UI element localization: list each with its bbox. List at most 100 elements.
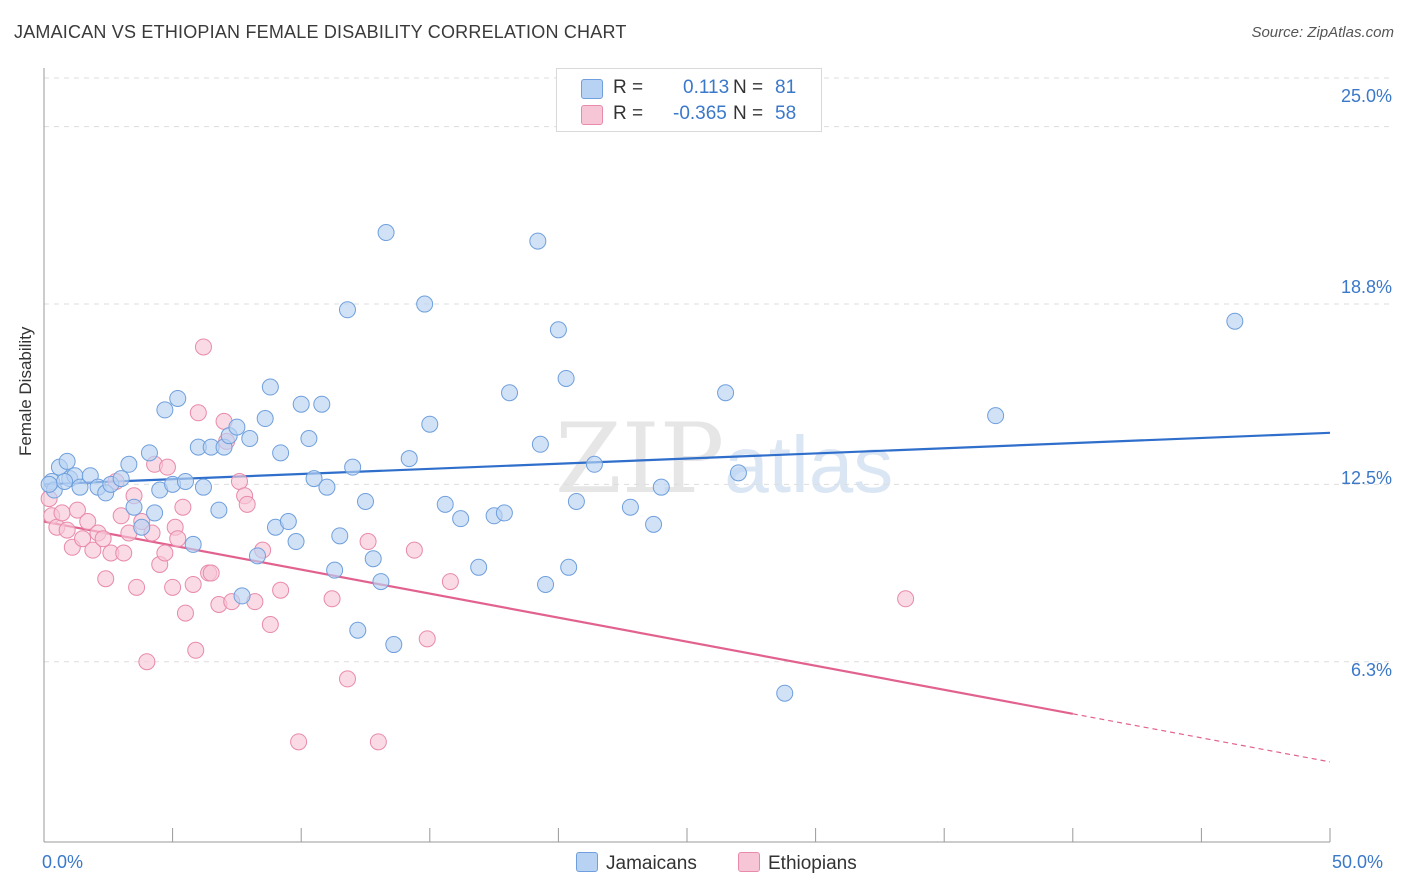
jamaican-point <box>318 478 336 496</box>
legend-n-label: N = <box>733 103 764 124</box>
ethiopian-point <box>138 653 156 671</box>
ethiopian-point <box>158 458 176 476</box>
jamaican-point <box>56 472 74 490</box>
ethiopian-point <box>338 670 356 688</box>
jamaican-point <box>400 450 418 468</box>
jamaican-point <box>156 401 174 419</box>
chart-title: JAMAICAN VS ETHIOPIAN FEMALE DISABILITY … <box>14 22 627 42</box>
jamaican-point <box>338 301 356 319</box>
jamaican-point <box>377 224 395 242</box>
ethiopian-point <box>58 521 76 539</box>
legend-r-value: 0.113 <box>683 77 730 98</box>
y-tick-label: 25.0% <box>1340 86 1392 106</box>
legend: R = 0.113 N = 81 R = -0.365 N = 58 <box>556 68 822 132</box>
ethiopian-point <box>97 570 115 588</box>
jamaican-point <box>272 444 290 462</box>
jamaican-point <box>436 495 454 513</box>
trend-line-extension <box>1072 713 1331 763</box>
jamaican-point <box>495 504 513 522</box>
ethiopian-point <box>369 733 387 751</box>
trend-line <box>43 520 1074 715</box>
jamaican-point <box>292 395 310 413</box>
ethiopian-point <box>74 530 92 548</box>
jamaican-point <box>58 452 76 470</box>
jamaican-point <box>372 573 390 591</box>
ethiopian-point <box>156 544 174 562</box>
jamaican-point <box>776 684 794 702</box>
legend-r-label: R = <box>613 103 644 124</box>
trend-line <box>43 431 1331 486</box>
jamaican-point <box>133 518 151 536</box>
jamaican-point <box>287 533 305 551</box>
ethiopian-point <box>405 541 423 559</box>
bottom-legend-jamaicans: Jamaicans <box>576 852 697 875</box>
ethiopian-point <box>230 472 248 490</box>
jamaican-point <box>567 492 585 510</box>
ethiopian-point <box>290 733 308 751</box>
jamaican-point <box>305 470 323 488</box>
ethiopian-point <box>84 541 102 559</box>
legend-swatch-jamaicans <box>581 79 603 99</box>
legend-swatch-ethiopians <box>581 105 603 125</box>
ethiopian-point <box>53 504 71 522</box>
jamaican-point <box>169 389 187 407</box>
ethiopian-point <box>261 616 279 634</box>
jamaican-point <box>146 504 164 522</box>
jamaican-point <box>364 550 382 568</box>
jamaican-point <box>120 455 138 473</box>
jamaican-point <box>531 435 549 453</box>
legend-r-label: R = <box>613 77 644 98</box>
jamaican-point <box>210 501 228 519</box>
ethiopian-point <box>897 590 915 608</box>
ethiopian-point <box>238 495 256 513</box>
jamaican-point <box>241 430 259 448</box>
ethiopian-point <box>115 544 133 562</box>
legend-label-ethiopians: Ethiopians <box>768 853 857 874</box>
y-tick-label: 6.3% <box>1350 660 1392 680</box>
jamaican-point <box>557 369 575 387</box>
data-points <box>40 224 1244 751</box>
jamaican-point <box>40 475 58 493</box>
jamaican-point <box>549 321 567 339</box>
ethiopian-point <box>169 530 187 548</box>
jamaican-point <box>256 410 274 428</box>
jamaican-point <box>416 295 434 313</box>
jamaican-point <box>585 455 603 473</box>
ethiopian-point <box>187 641 205 659</box>
ethiopian-point <box>164 578 182 596</box>
ethiopian-point <box>176 604 194 622</box>
ethiopian-point <box>441 573 459 591</box>
jamaican-point <box>248 547 266 565</box>
x-tick-label-max: 50.0% <box>1332 852 1384 872</box>
jamaican-point <box>228 418 246 436</box>
jamaican-point <box>1226 312 1244 330</box>
ethiopian-point <box>112 507 130 525</box>
jamaican-point <box>279 513 297 531</box>
axes <box>43 68 1331 843</box>
jamaican-point <box>233 587 251 605</box>
ethiopian-point <box>79 513 97 531</box>
jamaican-point <box>184 535 202 553</box>
ethiopian-point <box>323 590 341 608</box>
legend-n-value: 81 <box>775 77 797 98</box>
trend-lines <box>43 431 1331 763</box>
ethiopian-point <box>184 575 202 593</box>
ethiopian-point <box>194 338 212 356</box>
ethiopian-point <box>128 578 146 596</box>
ethiopian-point <box>272 581 290 599</box>
legend-swatch-ethiopians <box>738 852 760 872</box>
watermark: ZIPatlas <box>555 403 893 515</box>
ethiopian-point <box>359 533 377 551</box>
jamaican-point <box>987 407 1005 425</box>
jamaican-point <box>125 498 143 516</box>
jamaican-point <box>537 575 555 593</box>
jamaican-point <box>261 378 279 396</box>
ethiopian-point <box>202 564 220 582</box>
jamaican-point <box>344 458 362 476</box>
legend-n-value: 58 <box>775 103 797 124</box>
grid <box>44 77 1392 663</box>
jamaican-point <box>300 430 318 448</box>
jamaican-point <box>71 478 89 496</box>
jamaican-point <box>529 232 547 250</box>
jamaican-point <box>385 636 403 654</box>
